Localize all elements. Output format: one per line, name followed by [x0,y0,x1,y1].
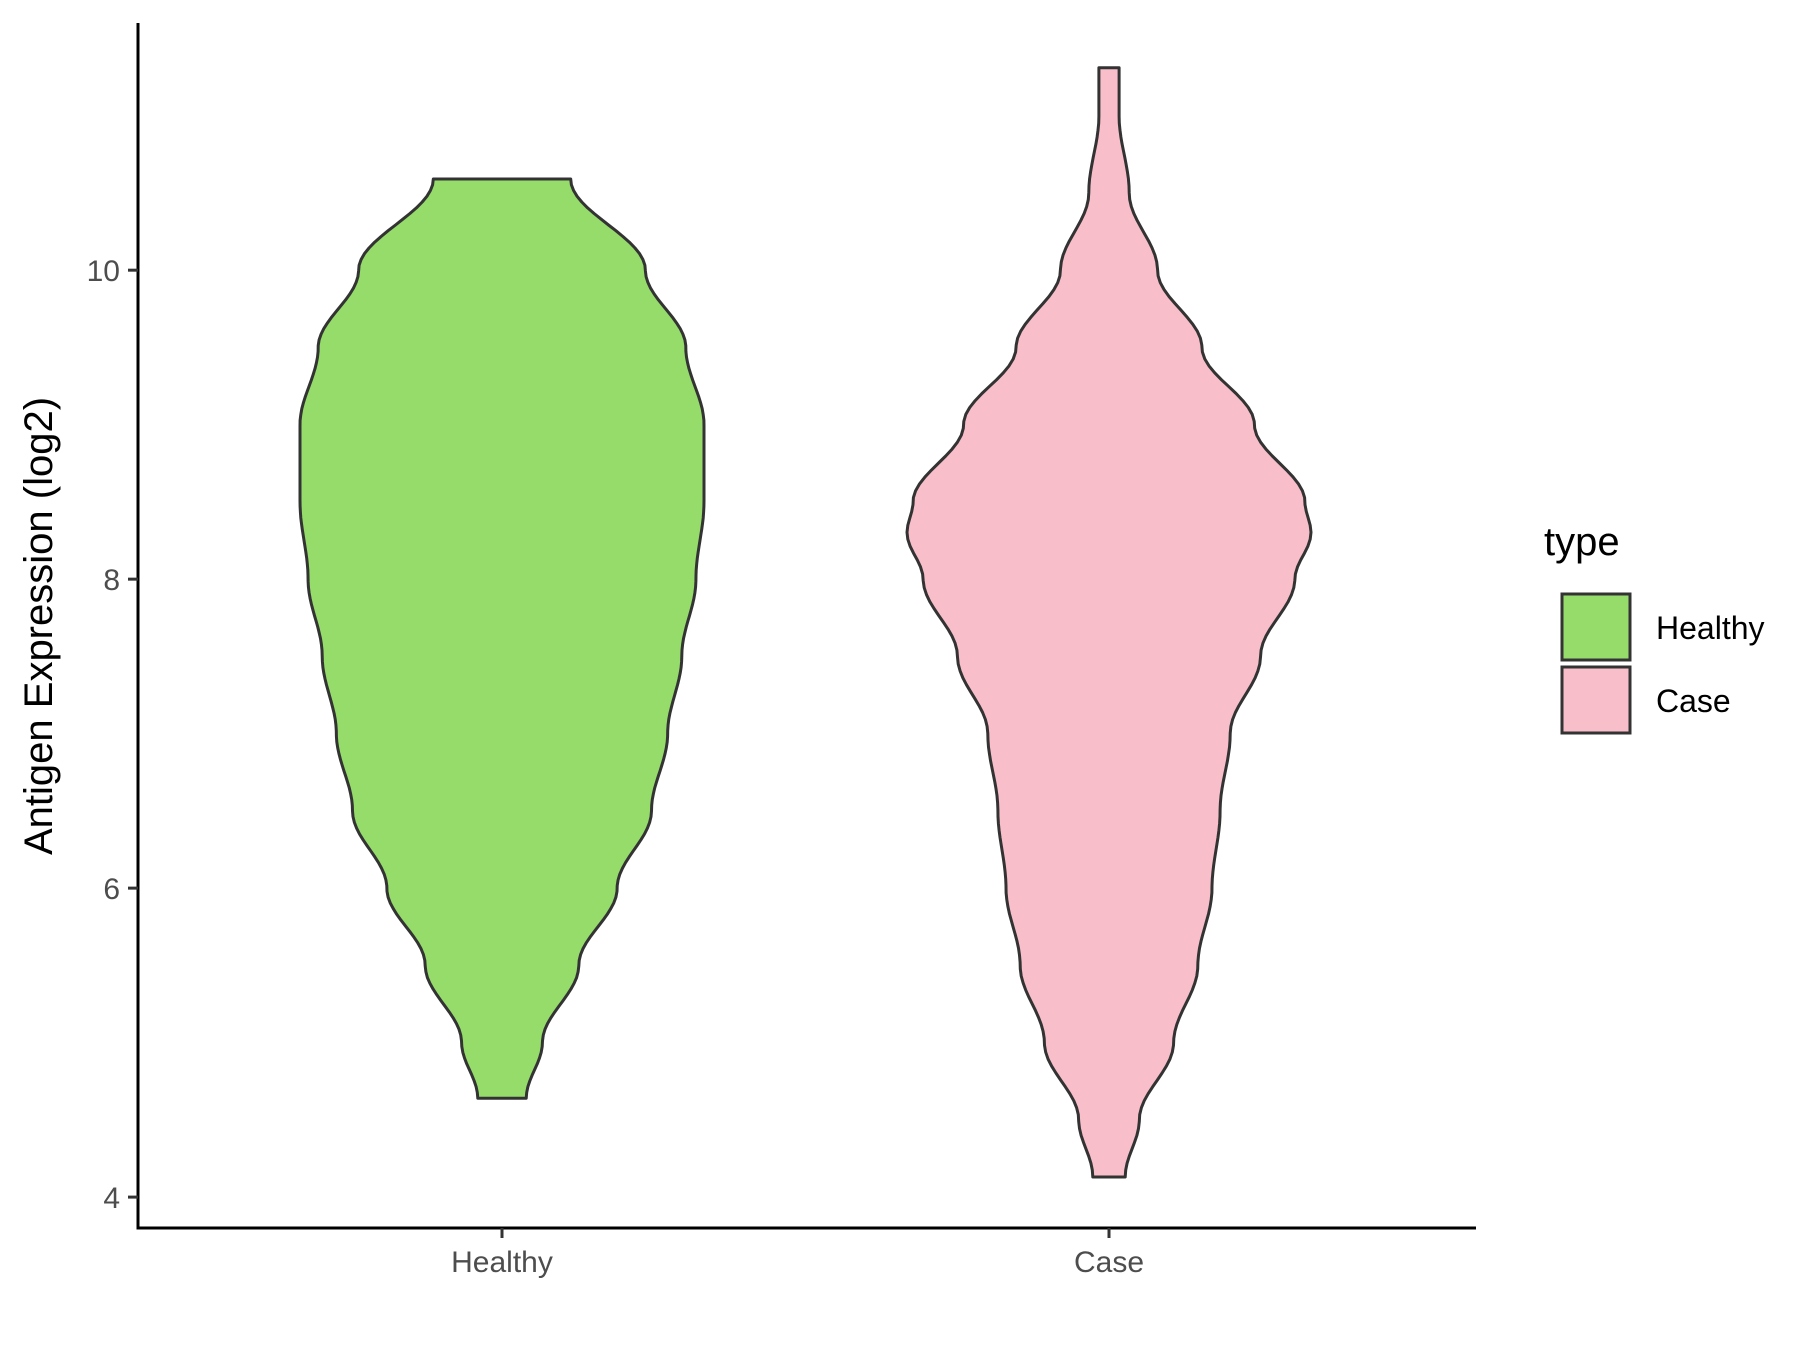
violin-case [905,66,1313,1179]
y-axis-title: Antigen Expression (log2) [17,397,61,855]
violin-layer [298,66,1313,1179]
y-tick-label: 6 [103,873,120,906]
x-tick-label: Healthy [451,1246,553,1279]
legend-label-healthy: Healthy [1656,610,1765,646]
legend-title: type [1544,520,1620,564]
y-tick-label: 10 [87,255,120,288]
y-tick-label: 4 [103,1182,120,1215]
legend: type Healthy Case [1544,520,1765,735]
legend-label-case: Case [1656,683,1731,719]
violin-healthy [298,177,706,1100]
axes [136,23,1476,1230]
y-ticks: 4 6 8 10 [87,255,138,1215]
y-tick-label: 8 [103,564,120,597]
x-ticks: Healthy Case [451,1228,1144,1279]
legend-items: Healthy Case [1560,592,1765,735]
legend-swatch-healthy [1560,592,1632,662]
x-tick-label: Case [1074,1246,1144,1279]
legend-swatch-case [1560,665,1632,735]
